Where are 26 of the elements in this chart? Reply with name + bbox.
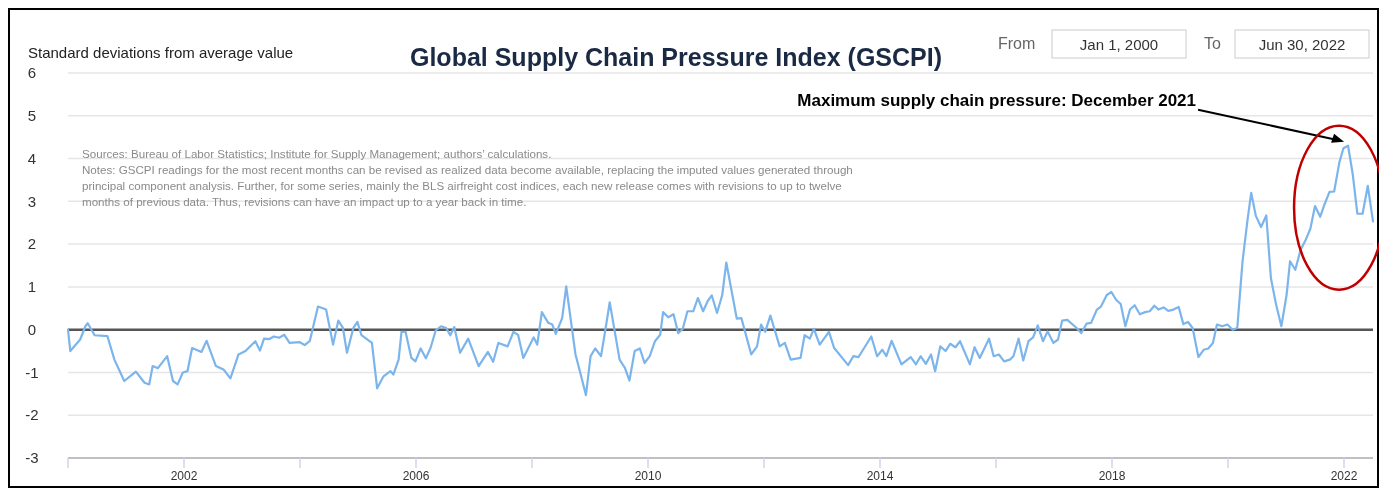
- annotation: Notes: GSCPI readings for the most recent months can be revised as realized data become available, replacing the imputed values generated through principal component analysis. Further, for some series, mainly the BLS airfreight cost indices, each new release comes with revisions to up to twelve months of previous data. Thus, revisions can have an impact up to a year back in time.: [82, 163, 853, 208]
- y-tick-label: -1: [25, 363, 39, 381]
- x-tick-label: 2018: [1098, 469, 1126, 483]
- y-tick-label: 5: [27, 107, 37, 125]
- y-tick-label: 3: [27, 192, 37, 210]
- annotation: Maximum supply chain pressure: December 2021: [797, 90, 1197, 110]
- y-tick-label: 4: [27, 149, 37, 167]
- y-tick-label: 0: [27, 320, 37, 338]
- x-tick-label: 2010: [634, 469, 662, 483]
- date-field: Jun 30, 2022: [1234, 29, 1370, 59]
- y-axis-title: Standard deviations from average value: [28, 44, 294, 61]
- x-tick-label: 2002: [170, 469, 198, 483]
- y-tick-label: 6: [27, 64, 37, 82]
- x-tick-label: 2006: [402, 469, 430, 483]
- date-field: Jan 1, 2000: [1051, 29, 1187, 59]
- y-tick-label: 2: [27, 235, 37, 253]
- x-tick-label: 2014: [866, 469, 894, 483]
- y-tick-label: 1: [27, 278, 37, 296]
- annotation: Sources: Bureau of Labor Statistics; Institute for Supply Management; authors’ calculations.: [82, 147, 552, 160]
- text: To: [1204, 35, 1221, 52]
- y-tick-label: -2: [25, 406, 39, 424]
- y-tick-label: -3: [25, 449, 39, 467]
- text: From: [998, 35, 1036, 52]
- x-tick-label: 2022: [1330, 469, 1358, 483]
- chart-title: Global Supply Chain Pressure Index (GSCPI): [409, 43, 943, 71]
- line-series: [66, 144, 1375, 397]
